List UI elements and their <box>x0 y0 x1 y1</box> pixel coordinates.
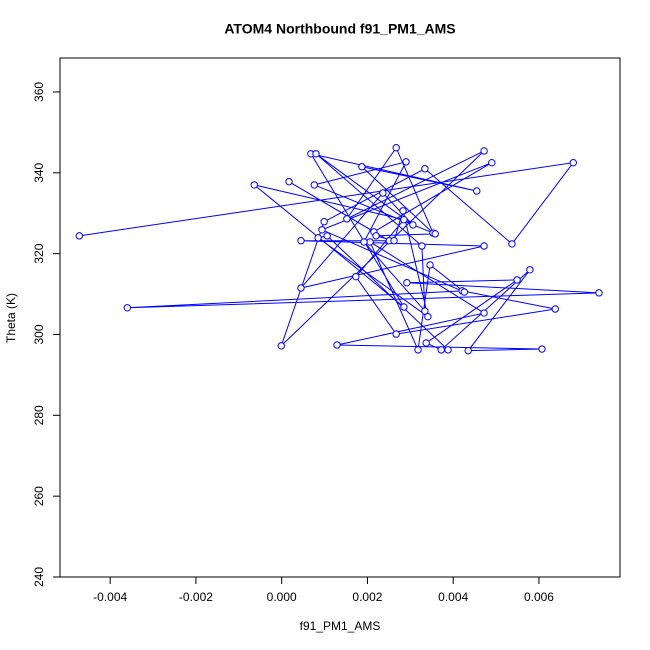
point <box>358 163 366 171</box>
x-tick-label: -0.002 <box>179 590 213 604</box>
point <box>551 305 559 313</box>
point <box>526 266 534 274</box>
point <box>508 240 516 248</box>
point <box>297 237 305 245</box>
point <box>314 234 322 242</box>
x-tick-label: 0.006 <box>524 590 554 604</box>
y-tick-label: 340 <box>32 162 46 182</box>
y-tick-label: 320 <box>32 243 46 263</box>
x-axis-label: f91_PM1_AMS <box>300 619 381 633</box>
point <box>414 346 422 354</box>
point <box>277 342 285 350</box>
point <box>513 276 521 284</box>
point <box>320 218 328 226</box>
y-tick-label: 260 <box>32 486 46 506</box>
point <box>473 187 481 195</box>
point <box>343 215 351 223</box>
point <box>569 158 577 167</box>
point <box>424 312 432 321</box>
point <box>323 232 331 240</box>
x-tick-label: 0.002 <box>352 590 382 604</box>
point <box>318 226 326 234</box>
point <box>366 238 374 246</box>
point <box>360 238 368 246</box>
chart-title: ATOM4 Northbound f91_PM1_AMS <box>224 21 455 37</box>
point <box>400 215 408 224</box>
point <box>297 284 305 292</box>
point <box>538 345 546 353</box>
x-tick-label: -0.004 <box>93 590 127 604</box>
y-tick-label: 360 <box>32 82 46 102</box>
point <box>444 346 452 354</box>
x-tick-label: 0.004 <box>438 590 468 604</box>
point <box>480 147 488 155</box>
point <box>426 261 434 269</box>
x-tick-label: 0.000 <box>267 590 297 604</box>
y-tick-label: 240 <box>32 567 46 587</box>
y-axis-label: Theta (K) <box>4 293 18 343</box>
point <box>399 207 407 215</box>
point <box>421 165 429 173</box>
point <box>480 309 488 317</box>
point <box>333 341 341 349</box>
point <box>409 221 417 229</box>
series-line <box>79 146 600 352</box>
point <box>400 303 408 311</box>
point <box>421 307 429 315</box>
point <box>431 230 439 238</box>
point <box>403 279 411 287</box>
point <box>310 181 318 189</box>
point <box>460 288 469 296</box>
point <box>464 346 472 355</box>
point <box>595 289 603 297</box>
point <box>390 237 398 245</box>
point <box>285 177 293 186</box>
point <box>352 272 360 281</box>
point <box>437 346 445 354</box>
plot-frame <box>59 57 621 578</box>
point <box>379 189 387 197</box>
point <box>312 150 320 158</box>
point <box>488 158 496 167</box>
point <box>418 242 426 250</box>
point <box>372 232 380 240</box>
point <box>402 158 410 166</box>
point <box>422 339 430 347</box>
point <box>392 330 400 338</box>
point <box>75 232 83 240</box>
point <box>250 181 258 189</box>
point <box>392 144 400 152</box>
point <box>123 304 132 312</box>
point <box>480 242 488 250</box>
y-tick-label: 300 <box>32 324 46 344</box>
y-tick-label: 280 <box>32 405 46 425</box>
